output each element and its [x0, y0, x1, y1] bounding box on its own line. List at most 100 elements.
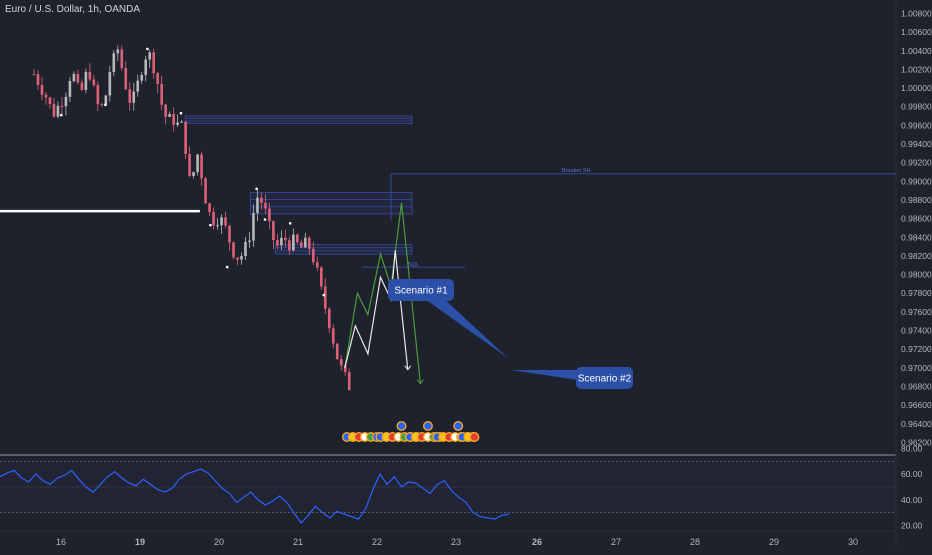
candle-body	[240, 256, 243, 260]
price-tick-label: 0.99800	[901, 102, 932, 112]
swing-marker	[60, 113, 63, 117]
candle-body	[100, 104, 104, 106]
price-tick-label: 0.96200	[901, 437, 932, 447]
candle-body	[36, 74, 40, 85]
swing-marker	[288, 221, 292, 225]
candle-body	[212, 211, 215, 226]
rsi-tick-label: 40.00	[901, 495, 923, 505]
swing-marker	[179, 111, 183, 115]
candle-body	[280, 237, 283, 246]
scenario-path	[344, 250, 409, 370]
time-tick-label: 22	[372, 537, 382, 547]
symbol-title: Euro / U.S. Dollar, 1h, OANDA	[5, 4, 141, 15]
price-tick-label: 0.98200	[901, 251, 932, 261]
candle-body	[331, 328, 335, 344]
swing-marker	[146, 47, 149, 51]
candle-body	[56, 105, 60, 117]
rsi-series-line	[0, 468, 510, 524]
price-tick-label: 0.99000	[901, 176, 932, 186]
candle-body	[140, 74, 144, 81]
callout-box	[576, 367, 633, 389]
candle-body	[220, 217, 223, 226]
candle-body	[132, 91, 136, 103]
price-tick-label: 0.98600	[901, 214, 932, 224]
candle-body	[347, 372, 351, 391]
breaker-label: Breaker SH	[562, 168, 590, 174]
candle-body	[108, 72, 112, 96]
price-tick-label: 1.00400	[901, 46, 932, 56]
swing-marker	[104, 103, 107, 107]
candle-body	[232, 242, 235, 258]
candle-body	[200, 154, 203, 179]
candle-body	[120, 49, 124, 69]
swing-marker	[209, 223, 212, 227]
candle-body	[264, 202, 267, 209]
candle-body	[68, 81, 72, 97]
candle-body	[260, 197, 263, 203]
price-tick-label: 0.99400	[901, 139, 932, 149]
candle-body	[96, 85, 100, 105]
candle-body	[268, 208, 271, 222]
order-block-zone	[249, 192, 413, 215]
time-tick-label: 21	[293, 537, 303, 547]
candle-body	[196, 154, 199, 173]
candle-body	[272, 221, 275, 241]
candle-body	[48, 97, 52, 104]
time-tick-label: 20	[214, 537, 224, 547]
candle-body	[176, 122, 179, 125]
price-tick-label: 0.99600	[901, 120, 932, 130]
candle-body	[315, 262, 319, 268]
candle-body	[64, 96, 68, 107]
scenario-arrowhead	[417, 379, 424, 385]
price-tick-label: 0.96800	[901, 381, 932, 391]
scenario-arrowhead	[404, 365, 412, 371]
candle-body	[144, 59, 148, 75]
economic-event-icon	[453, 421, 464, 431]
time-tick-label: 26	[532, 537, 542, 547]
price-tick-label: 0.97600	[901, 307, 932, 317]
candle-body	[80, 82, 84, 90]
candle-body	[224, 217, 227, 226]
candle-body	[312, 248, 315, 263]
candle-body	[343, 365, 347, 373]
candle-body	[128, 89, 132, 103]
price-tick-label: 0.98800	[901, 195, 932, 205]
candle-body	[244, 241, 247, 257]
economic-event-icon	[469, 432, 480, 442]
candle-body	[308, 237, 311, 249]
candle-body	[276, 240, 279, 246]
candle-body	[168, 113, 171, 117]
rsi-tick-label: 80.00	[901, 443, 923, 453]
callout-box	[388, 279, 454, 301]
candle-body	[192, 172, 195, 176]
candle-body	[335, 343, 339, 360]
candle-body	[88, 71, 92, 80]
candle-body	[184, 121, 187, 154]
candle-body	[204, 178, 207, 204]
candle-body	[32, 74, 36, 76]
callout-pointer	[427, 299, 508, 358]
price-tick-label: 1.00200	[901, 64, 932, 74]
candle-body	[172, 113, 175, 125]
price-tick-label: 0.98400	[901, 232, 932, 242]
candle-body	[84, 71, 88, 90]
price-tick-label: 0.97000	[901, 363, 932, 373]
scenario-path	[344, 202, 421, 384]
candle-body	[164, 104, 167, 117]
price-tick-label: 0.97400	[901, 326, 932, 336]
price-tick-label: 0.97200	[901, 344, 932, 354]
economic-event-icon	[396, 421, 407, 431]
candle-body	[327, 308, 331, 329]
candle-body	[72, 73, 76, 82]
candle-body	[148, 52, 152, 60]
time-tick-label: 29	[769, 537, 779, 547]
price-tick-label: 0.99200	[901, 158, 932, 168]
candle-body	[160, 83, 163, 105]
candle-body	[228, 225, 231, 243]
candle-body	[52, 103, 56, 117]
rsi-tick-label: 20.00	[901, 521, 923, 531]
candle-body	[319, 267, 323, 287]
scenario2-label: Scenario #2	[578, 374, 632, 385]
